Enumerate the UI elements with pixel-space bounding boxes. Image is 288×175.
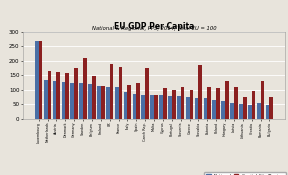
- Bar: [172, 90, 176, 119]
- Bar: [141, 94, 145, 119]
- Bar: [115, 87, 119, 119]
- Bar: [221, 101, 225, 119]
- Bar: [195, 98, 198, 119]
- Bar: [234, 87, 238, 119]
- Bar: [35, 41, 39, 119]
- Bar: [65, 73, 69, 119]
- Legend: National, Capital City/Region: National, Capital City/Region: [204, 172, 285, 175]
- Bar: [124, 92, 128, 119]
- Bar: [163, 88, 167, 119]
- Bar: [154, 94, 158, 119]
- Bar: [204, 98, 207, 119]
- Bar: [71, 83, 74, 119]
- Bar: [83, 58, 87, 119]
- Bar: [230, 103, 234, 119]
- Bar: [132, 94, 136, 119]
- Bar: [79, 83, 83, 119]
- Bar: [101, 86, 105, 119]
- Bar: [92, 76, 96, 119]
- Bar: [56, 72, 60, 119]
- Bar: [44, 80, 48, 119]
- Bar: [88, 84, 92, 119]
- Bar: [150, 94, 154, 119]
- Bar: [239, 104, 243, 119]
- Title: EU GDP Per Capita: EU GDP Per Capita: [114, 22, 194, 32]
- Bar: [177, 96, 181, 119]
- Bar: [248, 105, 252, 119]
- Bar: [62, 82, 65, 119]
- Bar: [266, 105, 270, 119]
- Bar: [110, 64, 113, 119]
- Text: National & Regional, PPS, 2014, Total EU = 100: National & Regional, PPS, 2014, Total EU…: [92, 26, 216, 31]
- Bar: [252, 91, 255, 119]
- Bar: [74, 68, 78, 119]
- Bar: [97, 86, 101, 119]
- Bar: [145, 68, 149, 119]
- Bar: [225, 81, 229, 119]
- Bar: [53, 81, 56, 119]
- Bar: [48, 71, 51, 119]
- Bar: [106, 87, 110, 119]
- Bar: [243, 97, 247, 119]
- Bar: [39, 41, 42, 119]
- Bar: [168, 96, 172, 119]
- Bar: [207, 87, 211, 119]
- Bar: [261, 81, 264, 119]
- Bar: [213, 100, 216, 119]
- Bar: [181, 87, 184, 119]
- Bar: [119, 67, 122, 119]
- Bar: [257, 103, 261, 119]
- Bar: [198, 65, 202, 119]
- Bar: [190, 90, 193, 119]
- Bar: [136, 83, 140, 119]
- Bar: [186, 97, 190, 119]
- Bar: [159, 95, 163, 119]
- Bar: [128, 85, 131, 119]
- Bar: [270, 97, 273, 119]
- Bar: [216, 88, 220, 119]
